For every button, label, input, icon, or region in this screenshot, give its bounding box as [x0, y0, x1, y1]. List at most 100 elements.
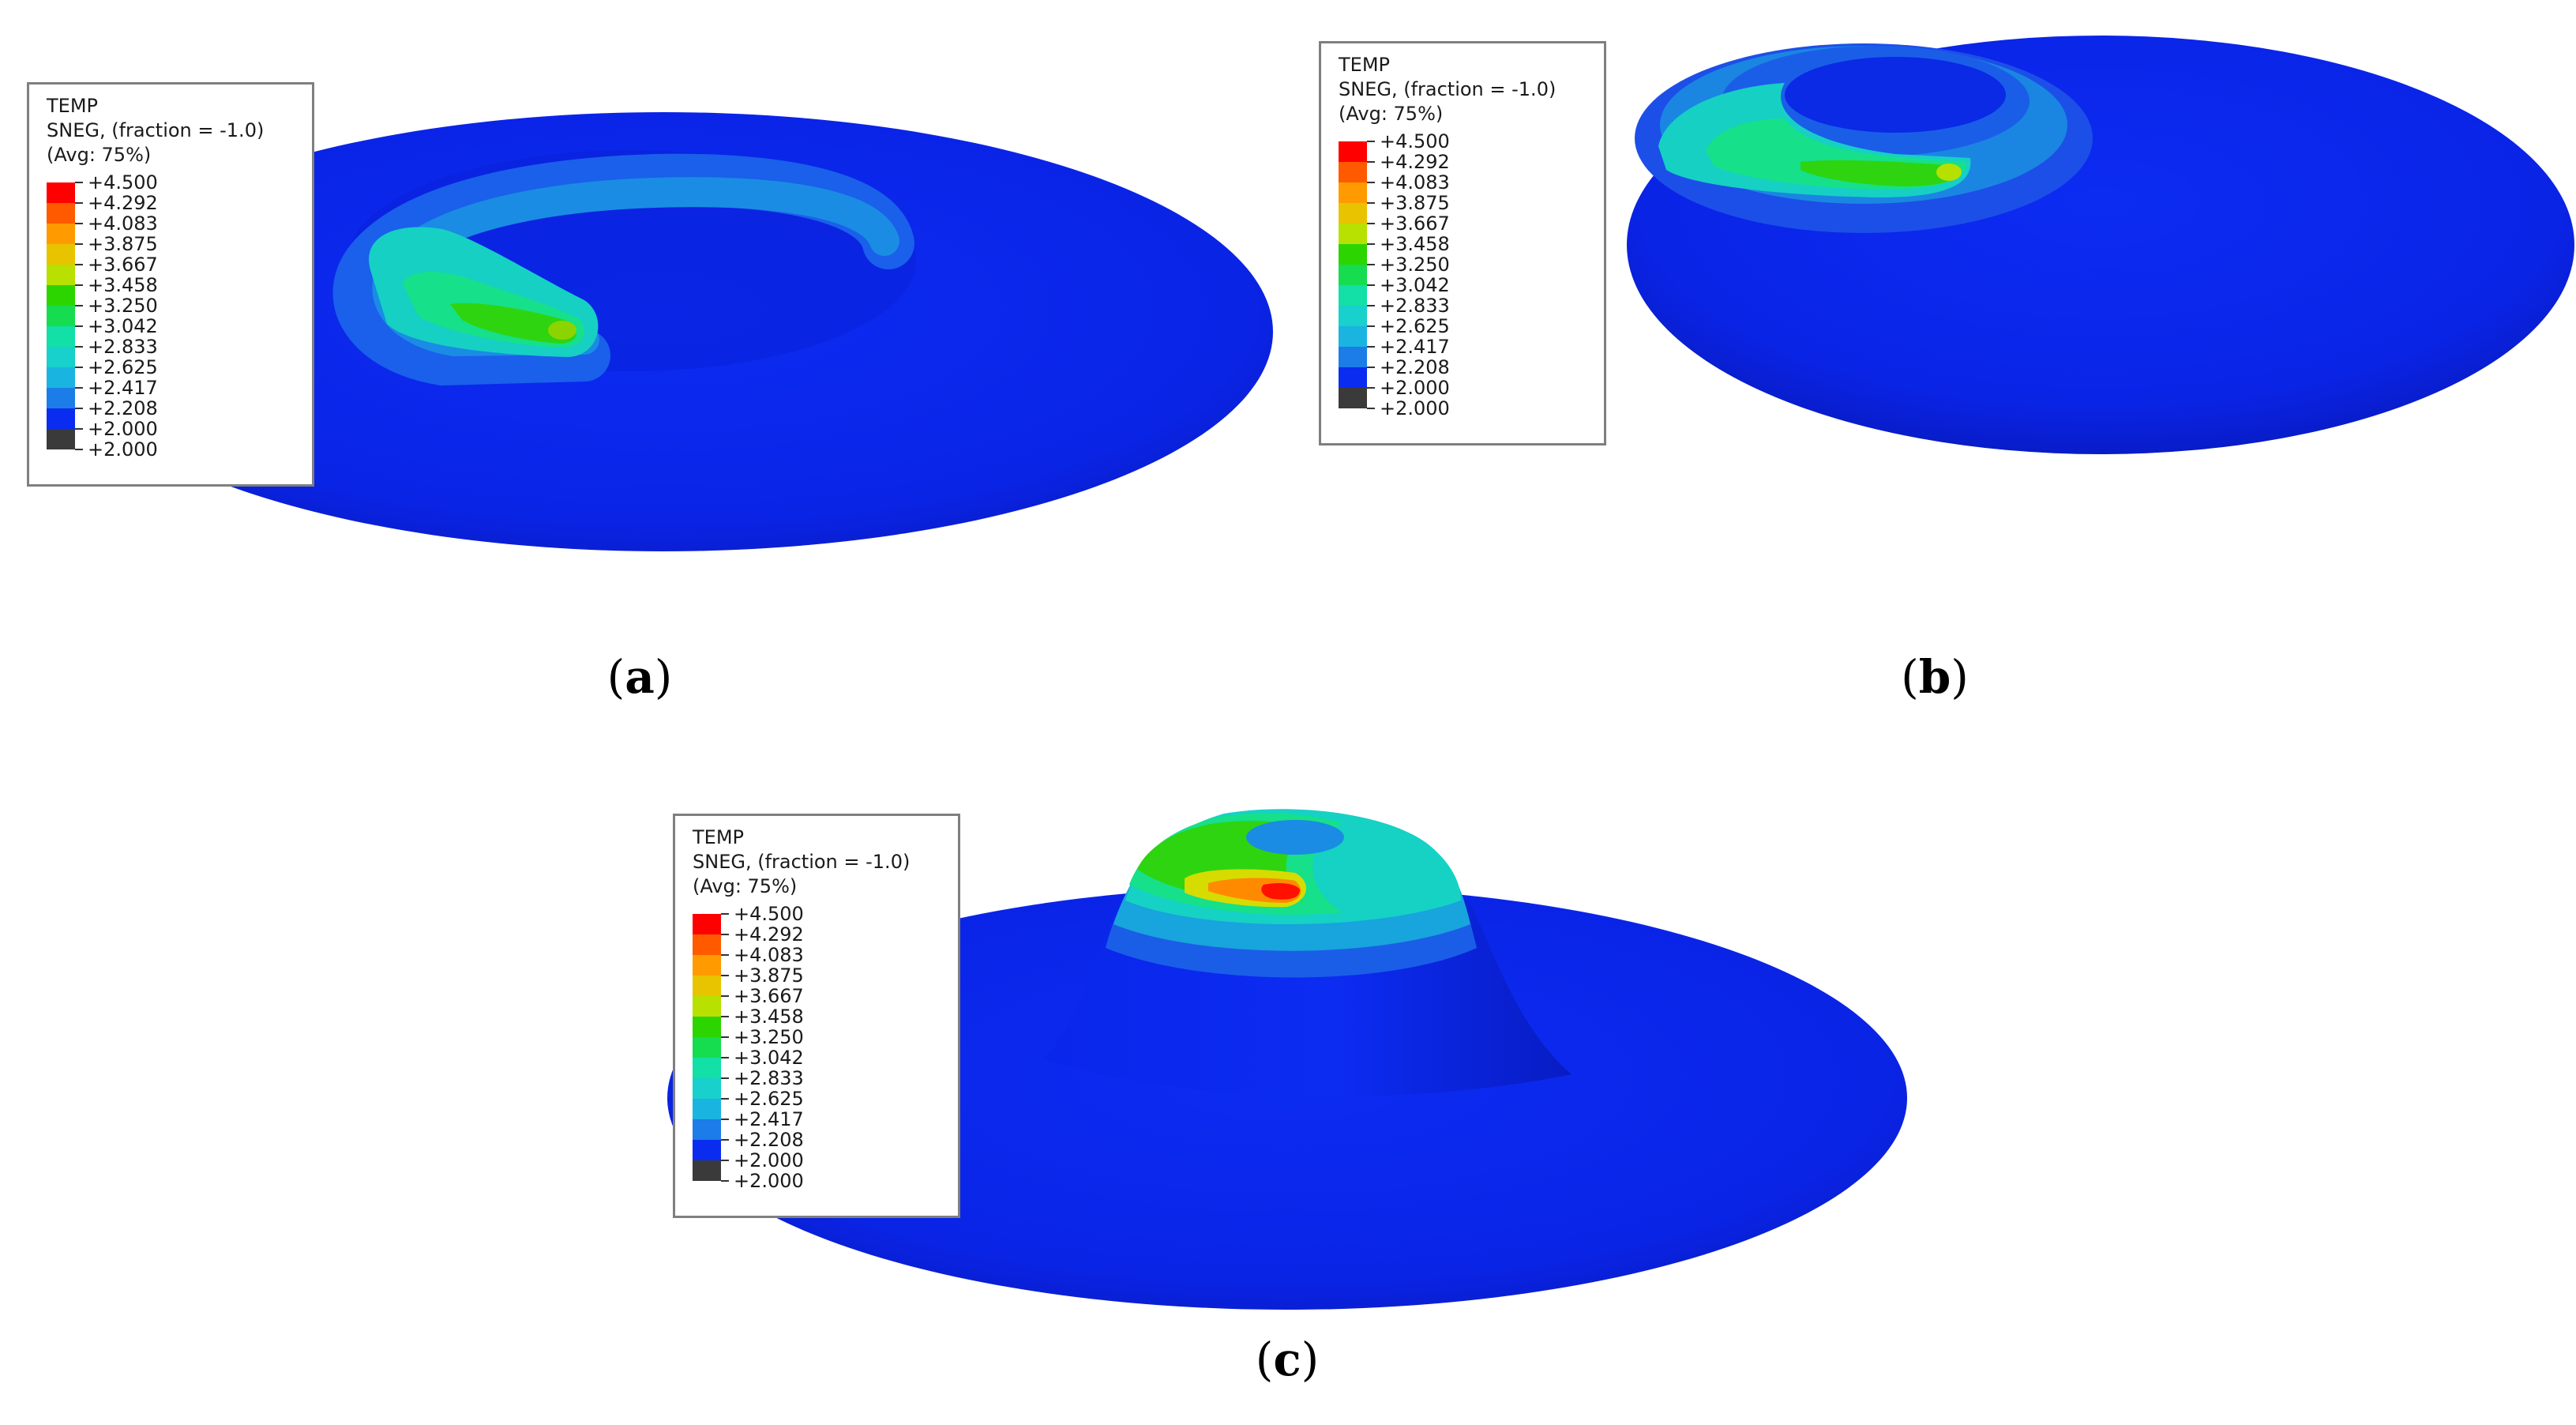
legend-value: +3.667 — [88, 254, 158, 276]
legend-row: +2.417 — [1339, 337, 1594, 367]
legend-averaging: (Avg: 75%) — [1339, 103, 1444, 125]
legend-row: +2.000 — [1339, 398, 1594, 419]
legend-row: +3.667 — [693, 986, 948, 1017]
legend-value: +2.208 — [88, 397, 158, 419]
legend-value: +2.833 — [88, 336, 158, 358]
legend-scale: +4.500 +4.292 +4.083 +3.875 +3.667 +3.458 +3.2… — [47, 172, 302, 460]
legend-tick — [721, 1180, 729, 1182]
legend-row: +3.250 — [693, 1026, 948, 1058]
legend-value: +3.875 — [1380, 192, 1450, 214]
legend-swatch — [1339, 224, 1367, 244]
legend-tick — [1367, 141, 1375, 142]
legend-row: +2.833 — [47, 336, 302, 367]
legend-row: +4.292 — [693, 923, 948, 955]
legend-row: +3.458 — [1339, 234, 1594, 265]
legend-value: +4.500 — [734, 903, 804, 925]
legend-tick — [75, 264, 83, 265]
dome-top-hole — [1246, 820, 1344, 855]
legend-tick — [1367, 182, 1375, 183]
legend-swatch — [47, 306, 75, 326]
legend-tick — [75, 449, 83, 450]
legend-value: +3.042 — [1380, 274, 1450, 296]
legend-row: +4.292 — [47, 192, 302, 224]
color-legend-b: TEMP SNEG, (fraction = -1.0) (Avg: 75%) … — [1319, 41, 1606, 446]
legend-swatch — [1339, 326, 1367, 347]
legend-variable: TEMP — [1339, 54, 1391, 76]
legend-scale: +4.500 +4.292 +4.083 +3.875 +3.667 +3.458 +3.2… — [1339, 131, 1594, 419]
legend-swatch — [1339, 367, 1367, 388]
legend-tick — [721, 1139, 729, 1141]
legend-swatch — [693, 1058, 721, 1078]
legend-swatch — [1339, 141, 1367, 162]
legend-row: +3.250 — [1339, 254, 1594, 285]
legend-tick — [721, 1057, 729, 1058]
legend-row: +4.500 — [47, 171, 302, 203]
legend-tick — [1367, 202, 1375, 204]
legend-swatch — [693, 976, 721, 996]
legend-tick — [721, 1160, 729, 1161]
legend-swatch — [47, 182, 75, 203]
legend-row: +2.000 — [693, 1150, 948, 1181]
legend-value: +4.292 — [88, 192, 158, 214]
contour-plot-a — [54, 112, 1273, 551]
caption-b: (b) — [1901, 650, 1969, 704]
legend-value: +3.042 — [88, 315, 158, 337]
legend-row: +3.875 — [1339, 192, 1594, 224]
legend-row: +2.000 — [693, 1171, 948, 1191]
legend-row: +4.083 — [47, 213, 302, 244]
legend-row: +2.833 — [693, 1067, 948, 1099]
legend-tick — [1367, 243, 1375, 245]
legend-row: +4.500 — [693, 903, 948, 934]
legend-value: +2.000 — [88, 438, 158, 461]
legend-tick — [1367, 223, 1375, 224]
legend-row: +3.458 — [47, 275, 302, 306]
legend-value: +3.875 — [734, 964, 804, 987]
legend-tick — [721, 1119, 729, 1120]
legend-value: +2.208 — [734, 1129, 804, 1151]
legend-tick — [1367, 325, 1375, 327]
legend-tick — [75, 284, 83, 286]
heat-source — [548, 321, 576, 340]
legend-row: +2.000 — [47, 419, 302, 449]
legend-variable: TEMP — [693, 826, 745, 848]
legend-swatch — [693, 1119, 721, 1140]
legend-row: +2.208 — [1339, 357, 1594, 388]
legend-value: +3.250 — [88, 295, 158, 317]
legend-row: +3.042 — [1339, 274, 1594, 306]
legend-tick — [1367, 284, 1375, 286]
legend-tick — [1367, 305, 1375, 306]
legend-value: +4.292 — [1380, 151, 1450, 173]
legend-tick — [721, 975, 729, 976]
legend-value: +2.833 — [734, 1067, 804, 1089]
legend-value: +2.000 — [734, 1170, 804, 1192]
legend-tick — [1367, 387, 1375, 389]
legend-row: +3.875 — [693, 964, 948, 996]
legend-value: +4.500 — [88, 171, 158, 194]
legend-swatch — [1339, 244, 1367, 265]
legend-tick — [75, 182, 83, 183]
legend-swatch — [47, 347, 75, 367]
legend-value: +2.000 — [1380, 397, 1450, 419]
legend-tick — [1367, 346, 1375, 348]
heat-zone-core — [450, 303, 576, 344]
dome-hole — [1785, 57, 2006, 133]
legend-tick — [721, 1016, 729, 1017]
legend-swatch — [47, 244, 75, 265]
caption-c: (c) — [1255, 1333, 1320, 1386]
legend-tick — [75, 408, 83, 409]
legend-value: +3.250 — [734, 1026, 804, 1048]
panel-b: TEMP SNEG, (fraction = -1.0) (Avg: 75%) … — [1295, 0, 2576, 704]
legend-tick — [75, 223, 83, 224]
legend-averaging: (Avg: 75%) — [693, 875, 798, 897]
contour-plot-b — [1627, 36, 2574, 454]
legend-swatch — [693, 934, 721, 955]
legend-value: +4.292 — [734, 923, 804, 946]
legend-averaging: (Avg: 75%) — [47, 144, 152, 166]
legend-swatch — [47, 429, 75, 449]
legend-row: +3.667 — [1339, 213, 1594, 244]
legend-swatch — [47, 285, 75, 306]
legend-row: +4.083 — [1339, 172, 1594, 203]
legend-value: +3.042 — [734, 1047, 804, 1069]
contour-plot-c — [667, 809, 1907, 1310]
legend-swatch — [693, 1037, 721, 1058]
